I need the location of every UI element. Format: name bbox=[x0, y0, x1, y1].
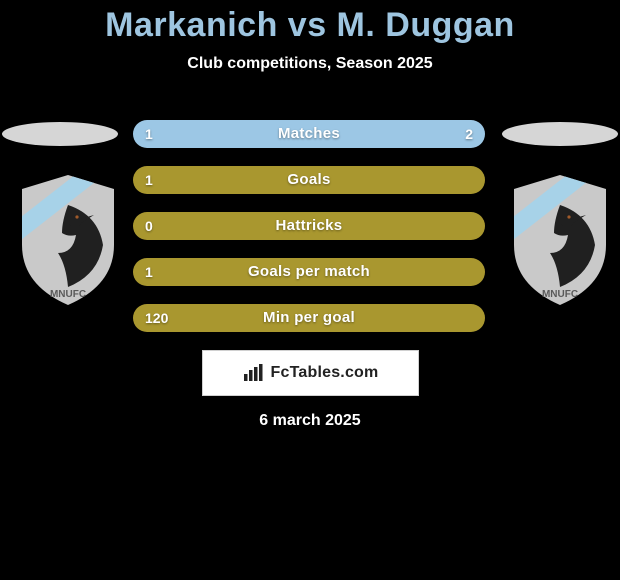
stat-label: Goals per match bbox=[133, 258, 485, 286]
stat-bar: 1Goals per match bbox=[133, 258, 485, 286]
club-crest-left: MNUFC bbox=[18, 175, 118, 305]
stat-bar: 120Min per goal bbox=[133, 304, 485, 332]
crest-text-left: MNUFC bbox=[50, 289, 86, 300]
stat-bars: 12Matches 1Goals 0Hattricks 1Goals per matc… bbox=[133, 120, 485, 350]
player-photo-placeholder-right bbox=[502, 122, 618, 146]
stat-bar: 12Matches bbox=[133, 120, 485, 148]
player-photo-placeholder-left bbox=[2, 122, 118, 146]
crest-icon: MNUFC bbox=[510, 175, 610, 305]
club-crest-right: MNUFC bbox=[510, 175, 610, 305]
barchart-icon bbox=[243, 364, 265, 382]
date-text: 6 march 2025 bbox=[0, 412, 620, 430]
attribution-box: FcTables.com bbox=[202, 350, 419, 396]
page-title: Markanich vs M. Duggan bbox=[0, 0, 620, 45]
crest-icon: MNUFC bbox=[18, 175, 118, 305]
stat-label: Hattricks bbox=[133, 212, 485, 240]
stat-label: Goals bbox=[133, 166, 485, 194]
stat-bar: 1Goals bbox=[133, 166, 485, 194]
attribution-text: FcTables.com bbox=[271, 364, 379, 382]
stat-label: Min per goal bbox=[133, 304, 485, 332]
comparison-infographic: Markanich vs M. Duggan Club competitions… bbox=[0, 0, 620, 580]
stat-label: Matches bbox=[133, 120, 485, 148]
stat-bar: 0Hattricks bbox=[133, 212, 485, 240]
page-subtitle: Club competitions, Season 2025 bbox=[0, 55, 620, 73]
crest-text-right: MNUFC bbox=[542, 289, 578, 300]
